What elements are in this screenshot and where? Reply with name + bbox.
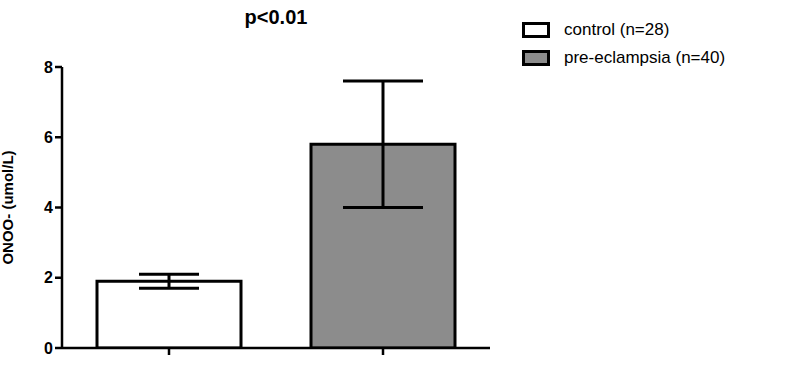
- svg-text:ONOO- (umol/L): ONOO- (umol/L): [8, 150, 16, 264]
- svg-text:0: 0: [44, 340, 53, 357]
- html-text:control (n=28): control (n=28): [564, 20, 670, 39]
- svg-text:8: 8: [44, 59, 53, 76]
- svg-text:2: 2: [44, 269, 53, 286]
- html-text:p<0.01: p<0.01: [244, 6, 308, 28]
- svg-text:4: 4: [44, 199, 53, 216]
- html-text:pre-eclampsia (n=40): pre-eclampsia (n=40): [564, 48, 726, 67]
- svg-text:6: 6: [44, 129, 53, 146]
